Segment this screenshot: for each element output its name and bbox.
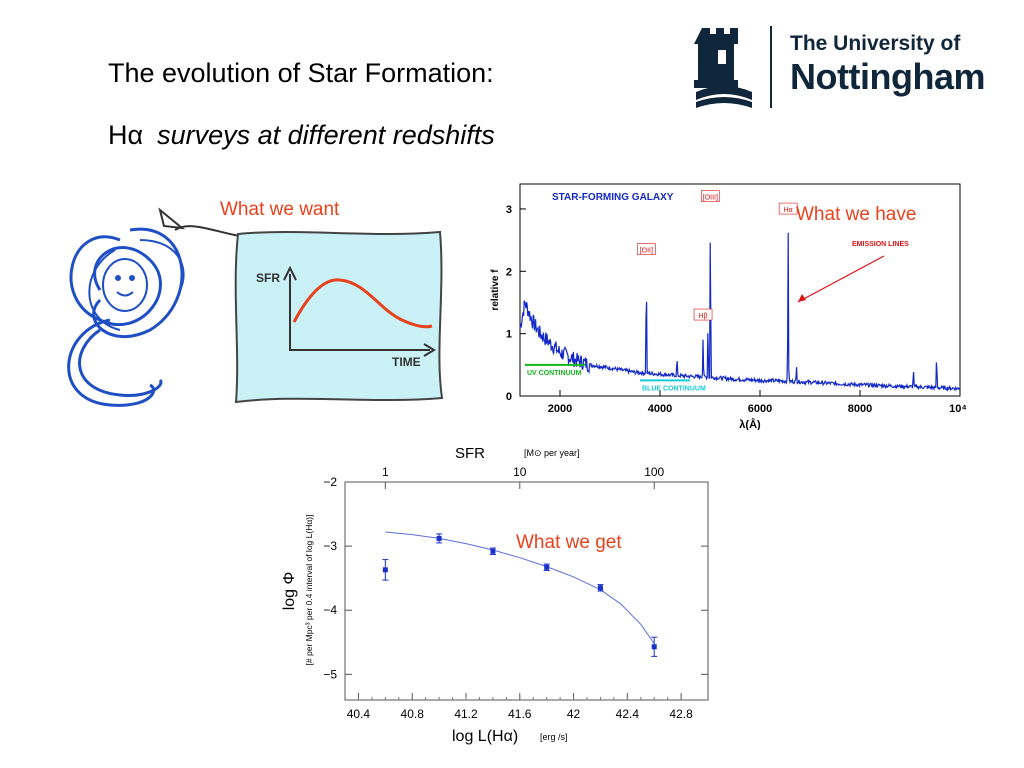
top-tick-label: 100 — [644, 465, 664, 479]
top-tick-label: 10 — [513, 465, 527, 479]
emission-lines-annotation: EMISSION LINES — [852, 241, 909, 248]
x-tick-label: 41.6 — [508, 707, 532, 721]
top-axis-label: SFR — [455, 445, 485, 462]
y-tick-label: −5 — [323, 667, 337, 681]
luminosity-function-chart: 40.4 40.8 41.2 41.6 42 42.4 42.8 −2 −3 −4 −5 1 10 100… — [281, 445, 709, 745]
emission-line-tag-text: Hα — [784, 207, 793, 214]
annotation-arrow-line — [797, 255, 885, 303]
continuum-label: BLUE CONTINUUM — [642, 385, 706, 392]
emission-line-tag: Hα — [778, 202, 798, 215]
x-tick-label: 40.4 — [347, 707, 371, 721]
x-tick-label: 40.8 — [401, 707, 425, 721]
y-axis-label: log Φ — [281, 572, 298, 611]
y-tick-label: 1 — [506, 329, 512, 341]
x-tick-label: 42.8 — [669, 707, 693, 721]
top-tick-label: 1 — [382, 465, 389, 479]
continuum-label: UV CONTINUUM — [527, 370, 582, 377]
sketch-y-arrow — [283, 265, 297, 281]
spectrum-chart: 2000 4000 6000 8000 10⁴ 0 1 2 3 λ(Å) relative f STA… — [490, 183, 967, 430]
sketch-time-label: TIME — [392, 355, 421, 369]
x-tick-label: 4000 — [648, 403, 672, 415]
plot-frame — [519, 183, 961, 397]
emission-line-tag-box — [637, 243, 656, 255]
y-axis-label: relative f — [490, 269, 501, 311]
x-tick-label: 6000 — [748, 403, 772, 415]
data-marker — [544, 564, 550, 570]
data-point — [543, 563, 550, 571]
x-tick-label: 8000 — [848, 403, 872, 415]
annotation-arrowhead — [798, 294, 806, 302]
emission-line-tag: Hβ — [693, 308, 713, 321]
tether-line — [174, 225, 241, 237]
emission-line-tag-box — [701, 190, 720, 202]
annotation-get: What we get — [516, 532, 622, 553]
galaxy-figure — [67, 227, 185, 407]
logo-line1: The University of — [790, 32, 961, 55]
y-tick-label: 3 — [506, 204, 512, 216]
emission-line-tag: [OII] — [637, 243, 656, 255]
data-point — [489, 547, 496, 555]
logo-divider — [770, 26, 772, 108]
slide-subtitle: Hα surveys at different redshifts — [108, 120, 495, 151]
subtitle-text: surveys at different redshifts — [157, 120, 495, 150]
y-tick-label: 0 — [506, 391, 512, 403]
annotation-want: What we want — [220, 199, 340, 220]
data-point — [382, 559, 389, 581]
y-tick-label: −3 — [323, 539, 337, 553]
spectrum-line — [519, 232, 960, 392]
x-tick-label: 41.2 — [454, 707, 478, 721]
logo-line2: Nottingham — [790, 56, 985, 97]
emission-line-tag: [OIII] — [701, 190, 720, 202]
fit-curve — [385, 531, 655, 644]
sketch-panel — [234, 230, 444, 404]
emission-line-tag-text: [OII] — [640, 248, 653, 255]
slide-title: The evolution of Star Formation: — [108, 58, 494, 88]
sketch-y-axis — [289, 274, 430, 351]
x-tick-label: 42 — [567, 707, 581, 721]
x-tick-label: 42.4 — [616, 707, 640, 721]
top-axis-unit: [M⊙ per year] — [524, 448, 580, 458]
x-axis-unit: [erg /s] — [540, 732, 568, 742]
x-axis-label: log L(Hα) — [452, 728, 518, 745]
data-point — [436, 533, 443, 544]
emission-line-tag-text: Hβ — [699, 313, 708, 320]
x-tick-label: 2000 — [548, 403, 572, 415]
emission-line-tag-box — [693, 308, 713, 321]
data-marker — [382, 567, 388, 573]
y-tick-label: −4 — [323, 603, 337, 617]
emission-line-tag-text: [OIII] — [703, 195, 718, 202]
emission-line-tag-box — [778, 202, 798, 215]
y-tick-label: −2 — [323, 475, 337, 489]
university-crest-icon — [694, 28, 752, 108]
data-point — [651, 636, 658, 657]
data-point — [597, 584, 604, 592]
y-tick-label: 2 — [506, 266, 512, 278]
data-marker — [490, 548, 496, 554]
x-tick-label: 10⁴ — [949, 403, 967, 415]
annotation-have: What we have — [796, 204, 917, 225]
plot-frame — [344, 481, 709, 701]
h-alpha-symbol: Hα — [108, 120, 144, 150]
data-marker — [597, 585, 603, 591]
data-marker — [651, 644, 657, 650]
sketch-illustration: SFR TIME — [67, 207, 444, 407]
sketch-sfr-label: SFR — [256, 271, 280, 285]
sketch-x-arrow — [423, 343, 436, 357]
face — [115, 275, 135, 297]
balloon-tip — [158, 207, 186, 230]
data-marker — [436, 535, 442, 541]
y-axis-label-detail: [# per Mpc³ per 0.4 interval of log L(Hα… — [304, 515, 314, 666]
sketch-sfr-curve — [292, 278, 433, 329]
x-axis-label: λ(Å) — [739, 418, 761, 430]
chart-title: STAR-FORMING GALAXY — [552, 192, 674, 203]
